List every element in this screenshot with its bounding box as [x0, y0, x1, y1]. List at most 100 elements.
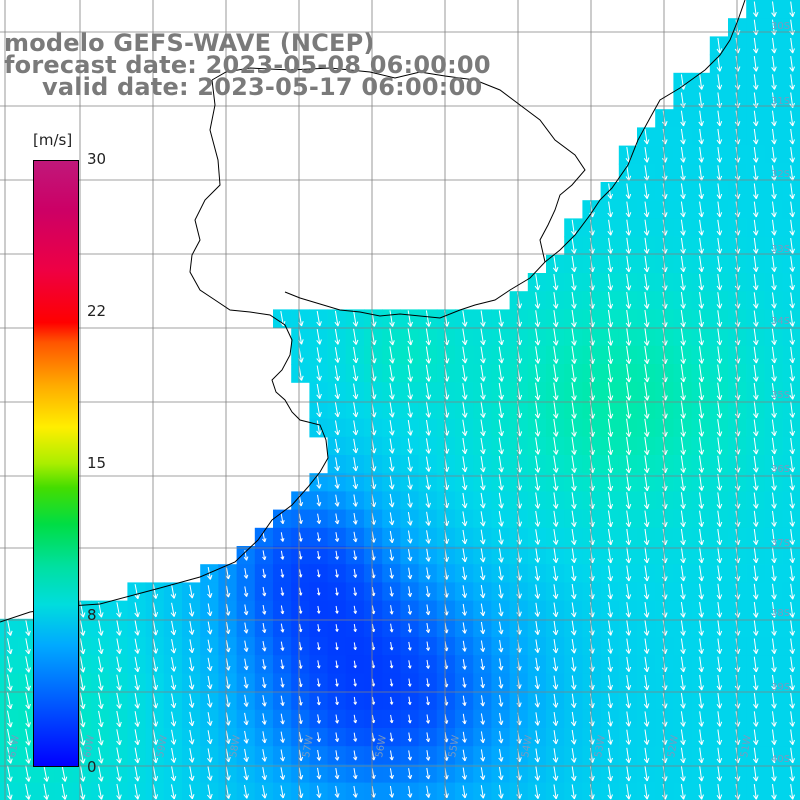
wind-arrow — [789, 183, 795, 200]
wind-arrow — [643, 201, 650, 218]
wind-arrow — [716, 110, 723, 127]
wind-arrow — [461, 474, 468, 491]
wind-arrow — [261, 785, 268, 799]
wind-arrow — [461, 364, 468, 382]
wind-arrow — [461, 346, 468, 364]
wind-arrow — [789, 510, 795, 527]
wind-arrow — [425, 456, 432, 472]
wind-arrow — [716, 492, 723, 509]
wind-arrow — [462, 677, 467, 688]
wind-arrow — [316, 660, 321, 669]
wind-arrow — [607, 729, 613, 745]
wind-arrow — [789, 419, 796, 436]
wind-arrow — [134, 638, 140, 654]
wind-arrow — [753, 492, 759, 509]
wind-arrow — [498, 437, 504, 455]
wind-arrow — [207, 784, 213, 800]
wind-arrow — [643, 693, 650, 709]
wind-arrow — [407, 512, 413, 526]
wind-arrow — [534, 419, 541, 437]
wind-arrow — [461, 456, 468, 473]
wind-arrow — [461, 437, 468, 455]
lat-label: 39S — [771, 682, 790, 693]
wind-arrow — [643, 528, 650, 546]
wind-arrow — [789, 547, 795, 564]
wind-arrow — [607, 565, 614, 582]
wind-arrow — [480, 511, 486, 527]
wind-arrow — [79, 728, 86, 746]
wind-arrow — [716, 56, 723, 72]
wind-arrow — [643, 473, 650, 492]
wind-arrow — [789, 365, 796, 382]
wind-arrow — [334, 513, 340, 525]
wind-arrow — [25, 692, 31, 710]
wind-arrow — [625, 327, 632, 346]
wind-arrow — [498, 419, 504, 437]
wind-arrow — [316, 750, 322, 761]
wind-arrow — [152, 602, 159, 618]
wind-arrow — [352, 457, 359, 472]
wind-arrow — [716, 219, 723, 236]
wind-arrow — [152, 747, 159, 764]
wind-arrow — [643, 492, 650, 510]
wind-arrow — [625, 675, 632, 691]
wind-arrow — [25, 620, 31, 636]
wind-arrow — [425, 750, 431, 761]
wind-arrow — [607, 309, 614, 328]
wind-arrow — [571, 328, 577, 346]
colorbar — [33, 160, 79, 767]
wind-arrow — [317, 569, 321, 578]
wind-arrow — [571, 565, 577, 582]
wind-arrow — [188, 675, 195, 690]
wind-arrow — [425, 548, 431, 562]
wind-arrow — [571, 473, 577, 492]
wind-arrow — [389, 785, 395, 798]
wind-arrow — [752, 638, 759, 654]
wind-arrow — [752, 547, 759, 564]
wind-arrow — [607, 693, 613, 709]
wind-arrow — [534, 584, 541, 599]
wind-arrow — [134, 711, 140, 727]
wind-arrow — [480, 713, 485, 725]
wind-arrow — [625, 400, 632, 419]
wind-arrow — [680, 346, 686, 364]
wind-arrow — [462, 603, 467, 616]
wind-arrow — [335, 642, 339, 651]
wind-arrow — [789, 1, 795, 18]
wind-arrow — [425, 474, 432, 490]
wind-arrow — [534, 310, 541, 328]
wind-arrow — [389, 732, 394, 742]
wind-arrow — [335, 732, 340, 743]
wind-arrow — [552, 510, 559, 527]
wind-arrow — [771, 565, 777, 582]
wind-arrow — [752, 219, 759, 236]
wind-arrow — [698, 583, 704, 600]
wind-arrow — [534, 364, 541, 383]
wind-arrow — [789, 674, 795, 691]
wind-arrow — [789, 456, 795, 473]
wind-arrow — [407, 641, 412, 651]
wind-arrow — [571, 382, 577, 401]
wind-arrow — [170, 639, 177, 654]
wind-arrow — [552, 274, 559, 291]
wind-arrow — [552, 712, 559, 727]
wind-arrow — [353, 678, 357, 687]
wind-arrow — [771, 219, 777, 236]
wind-arrow — [643, 219, 650, 236]
wind-arrow — [98, 656, 104, 673]
wind-arrow — [771, 601, 777, 618]
wind-arrow — [607, 291, 614, 309]
wind-arrow — [643, 784, 650, 800]
wind-arrow — [571, 437, 577, 455]
wind-arrow — [280, 731, 285, 743]
wind-arrow — [771, 328, 777, 346]
wind-arrow — [462, 695, 467, 707]
wind-arrow — [134, 747, 140, 764]
wind-arrow — [752, 583, 759, 600]
wind-arrow — [243, 676, 249, 689]
wind-arrow — [352, 785, 358, 798]
wind-arrow — [680, 747, 686, 764]
wind-arrow — [389, 456, 395, 472]
wind-arrow — [553, 437, 559, 455]
